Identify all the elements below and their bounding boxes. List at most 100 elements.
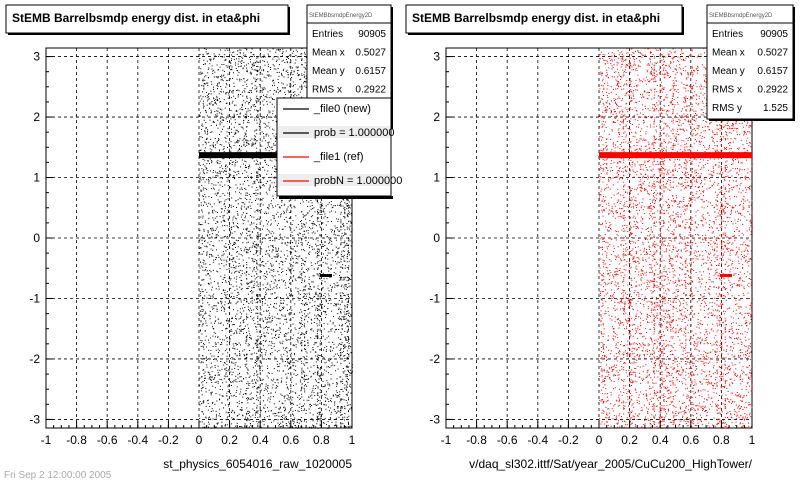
- data-point: [268, 135, 270, 137]
- data-point: [270, 354, 272, 356]
- data-point: [303, 399, 305, 401]
- data-point: [330, 350, 331, 352]
- data-point: [284, 416, 286, 418]
- data-point: [342, 267, 344, 269]
- data-point: [257, 100, 259, 102]
- data-point: [247, 317, 249, 319]
- data-point: [303, 74, 305, 76]
- data-point: [350, 204, 352, 206]
- data-point: [224, 54, 226, 56]
- data-point: [288, 421, 290, 423]
- data-point: [343, 225, 345, 227]
- data-point: [209, 145, 211, 147]
- data-point: [309, 210, 311, 212]
- data-point: [241, 273, 243, 274]
- data-point: [237, 328, 239, 330]
- data-point: [312, 275, 314, 277]
- data-point: [252, 386, 254, 388]
- data-point: [230, 123, 232, 125]
- data-point: [229, 186, 230, 188]
- data-point: [231, 197, 233, 199]
- data-point: [262, 320, 264, 322]
- data-point: [324, 397, 326, 399]
- data-point: [315, 245, 317, 247]
- data-point: [332, 382, 334, 384]
- data-point: [208, 237, 210, 239]
- data-point: [236, 278, 238, 280]
- data-point: [329, 211, 331, 213]
- data-point: [315, 384, 317, 386]
- data-point: [204, 150, 206, 152]
- data-point: [284, 226, 286, 228]
- data-point: [292, 420, 294, 422]
- data-point: [326, 247, 328, 249]
- data-point: [211, 306, 213, 308]
- data-point: [224, 301, 226, 303]
- data-point: [239, 308, 241, 310]
- data-point: [346, 321, 348, 323]
- data-point: [283, 397, 285, 399]
- data-point: [338, 317, 339, 319]
- data-point: [318, 308, 320, 310]
- data-point: [213, 170, 214, 171]
- data-point: [199, 199, 200, 201]
- data-point: [309, 302, 311, 304]
- data-point: [232, 258, 234, 260]
- data-point: [272, 113, 274, 115]
- data-point: [290, 243, 292, 245]
- data-point: [328, 366, 329, 368]
- data-point: [234, 353, 236, 355]
- data-point: [277, 87, 278, 89]
- data-point: [238, 253, 240, 255]
- data-point: [218, 98, 220, 100]
- data-point: [297, 224, 299, 226]
- data-point: [260, 71, 262, 73]
- data-point: [327, 323, 329, 325]
- data-point: [275, 186, 277, 187]
- data-point: [308, 408, 310, 410]
- data-point: [248, 327, 249, 329]
- data-point: [219, 408, 221, 410]
- data-point: [300, 53, 302, 55]
- data-point: [335, 239, 337, 241]
- data-point: [244, 160, 246, 162]
- data-point: [247, 283, 249, 285]
- data-point: [321, 413, 323, 415]
- data-point: [348, 297, 350, 299]
- data-point: [209, 107, 210, 109]
- data-point: [203, 104, 205, 106]
- data-point: [312, 223, 314, 224]
- data-point: [272, 293, 273, 295]
- data-point: [305, 378, 307, 380]
- data-point: [222, 254, 224, 256]
- data-point: [233, 412, 235, 414]
- data-point: [237, 70, 239, 72]
- data-point: [277, 337, 279, 338]
- data-point: [266, 416, 268, 418]
- data-point: [210, 138, 212, 140]
- data-point: [343, 355, 345, 357]
- data-point: [242, 139, 244, 141]
- data-point: [232, 286, 234, 288]
- data-point: [307, 382, 309, 384]
- data-point: [257, 410, 259, 412]
- data-point: [289, 74, 291, 76]
- data-point: [223, 308, 225, 310]
- data-point: [206, 104, 208, 106]
- data-point: [234, 343, 236, 345]
- data-point: [314, 342, 316, 344]
- data-point: [270, 96, 272, 98]
- data-point: [290, 96, 292, 98]
- data-point: [305, 86, 307, 88]
- data-point: [253, 254, 255, 255]
- data-point: [241, 62, 243, 64]
- data-point: [312, 208, 314, 210]
- data-point: [292, 403, 294, 405]
- data-point: [202, 355, 204, 357]
- data-point: [245, 228, 247, 230]
- data-point: [343, 360, 345, 362]
- data-point: [294, 424, 296, 426]
- data-point: [204, 222, 206, 224]
- data-point: [252, 383, 254, 384]
- data-point: [224, 137, 226, 138]
